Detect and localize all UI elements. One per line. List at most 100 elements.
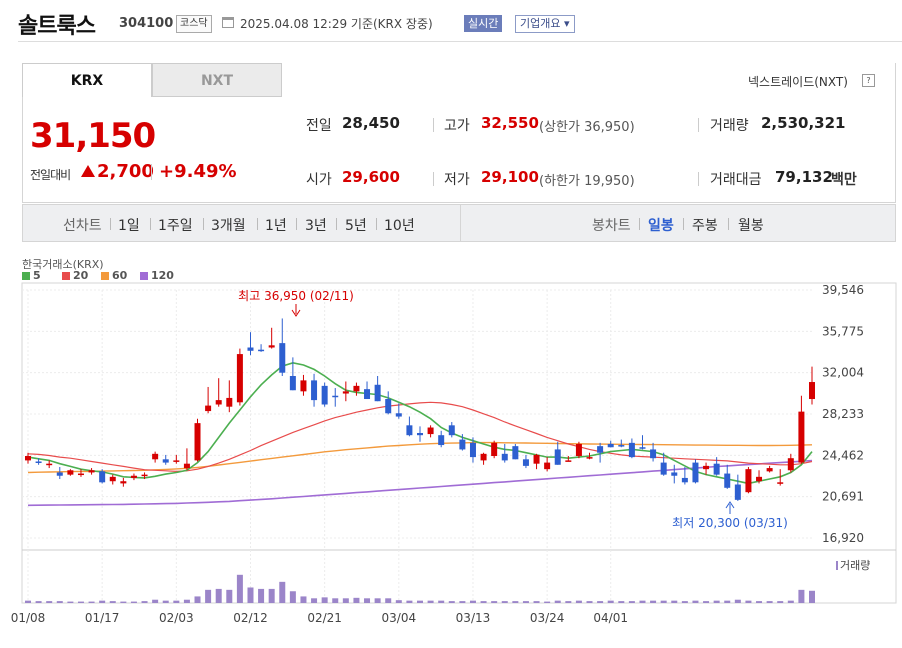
volume-bar <box>448 601 455 603</box>
volume-bar <box>279 581 286 603</box>
change-percent: +9.49% <box>159 161 237 182</box>
candle-body <box>734 484 741 500</box>
legend-ma120: 120 <box>151 269 174 282</box>
volume-bar <box>469 600 476 603</box>
period-3y[interactable]: 3년 <box>305 218 327 234</box>
candle-body <box>512 446 519 460</box>
change-divider <box>151 164 152 180</box>
low-arrow-head <box>725 501 735 509</box>
candle-body <box>618 445 625 447</box>
ma20-line <box>27 401 813 473</box>
candle-body <box>809 382 815 400</box>
candle-weekly[interactable]: 주봉 <box>692 218 718 234</box>
volume-bar <box>533 601 540 603</box>
candle-body <box>724 473 731 488</box>
candle-body <box>173 460 180 462</box>
x-tick-label: 01/08 <box>11 611 46 625</box>
candle-body <box>88 470 95 473</box>
candle-body <box>777 482 784 484</box>
candle-body <box>745 469 752 493</box>
up-arrow-icon <box>81 165 95 177</box>
candle-body <box>787 458 794 471</box>
candle-body <box>427 427 434 435</box>
calendar-icon <box>222 17 234 28</box>
volume-bar <box>311 598 318 603</box>
change-label: 전일대비 <box>30 168 71 182</box>
volume-bar <box>141 601 148 603</box>
volume-bar <box>46 601 53 603</box>
help-icon[interactable]: ? <box>862 74 875 87</box>
volume-bar <box>194 596 201 603</box>
y-tick-label: 24,462 <box>822 448 864 462</box>
volume-bar <box>109 601 116 603</box>
candle-body <box>342 391 349 394</box>
volume-bar <box>544 601 551 603</box>
nxt-link[interactable]: 넥스트레이드(NXT) <box>748 75 848 89</box>
period-1d[interactable]: 1일 <box>118 218 140 234</box>
candle-body <box>247 347 254 351</box>
period-5y[interactable]: 5년 <box>345 218 367 234</box>
y-tick-label: 39,546 <box>822 283 864 297</box>
candle-body <box>650 449 657 459</box>
candle-body <box>56 472 63 476</box>
toolbar-sep <box>150 218 151 230</box>
volume-bar <box>35 601 42 603</box>
line-chart-label[interactable]: 선차트 <box>63 218 102 234</box>
volume-bar <box>671 600 678 603</box>
lower-limit: (하한가 19,950) <box>539 174 635 189</box>
chart-toolbar <box>22 204 896 242</box>
candle-body <box>703 465 710 470</box>
candle-body <box>438 435 445 446</box>
volume-bar <box>734 599 741 603</box>
candle-body <box>575 443 582 457</box>
volume-bar <box>575 600 582 603</box>
realtime-button[interactable]: 실시간 <box>464 15 503 32</box>
volume-bar <box>586 601 593 603</box>
high-arrow-head <box>291 309 301 317</box>
tab-krx[interactable]: KRX <box>22 63 152 97</box>
candle-body <box>395 413 402 417</box>
candle-body <box>459 439 466 450</box>
trade-value-unit: 백만 <box>831 172 857 188</box>
quote-datetime: 2025.04.08 12:29 기준(KRX 장중) <box>240 17 433 31</box>
candle-body <box>99 471 106 483</box>
chart-title: 한국거래소(KRX) <box>22 258 104 271</box>
candle-body <box>639 447 646 449</box>
candle-body <box>130 475 137 478</box>
toolbar-sep <box>296 218 297 230</box>
candle-daily[interactable]: 일봉 <box>648 218 674 234</box>
x-tick-label: 01/17 <box>85 611 120 625</box>
volume-bar <box>120 601 127 603</box>
company-overview-dropdown[interactable]: 기업개요 ▾ <box>515 15 575 33</box>
candle-monthly[interactable]: 월봉 <box>738 218 764 234</box>
volume-bar <box>152 599 159 603</box>
volume-bar <box>607 600 614 603</box>
candle-body <box>692 462 699 483</box>
ma60-line <box>27 441 813 474</box>
x-tick-label: 02/21 <box>307 611 342 625</box>
volume-bar <box>692 600 699 603</box>
volume-bar <box>247 587 254 603</box>
candle-chart-label[interactable]: 봉차트 <box>592 218 631 234</box>
candle-body <box>406 425 413 436</box>
candle-body <box>480 453 487 461</box>
tab-nxt[interactable]: NXT <box>152 63 282 97</box>
stat-divider <box>433 172 434 186</box>
x-tick-label: 03/24 <box>530 611 565 625</box>
volume-bar <box>332 598 339 603</box>
volume-legend-mark <box>836 561 838 570</box>
volume-bar <box>713 600 720 603</box>
volume-bar <box>660 600 667 603</box>
period-1y[interactable]: 1년 <box>265 218 287 234</box>
candle-body <box>660 462 667 475</box>
toolbar-sep <box>203 218 204 230</box>
period-1w[interactable]: 1주일 <box>158 218 193 234</box>
volume-bar <box>173 600 180 603</box>
volume-bar <box>374 598 381 603</box>
volume-bar <box>491 601 498 603</box>
period-10y[interactable]: 10년 <box>384 218 415 234</box>
candle-body <box>597 446 604 453</box>
period-3m[interactable]: 3개월 <box>211 218 246 234</box>
candle-body <box>236 354 243 403</box>
